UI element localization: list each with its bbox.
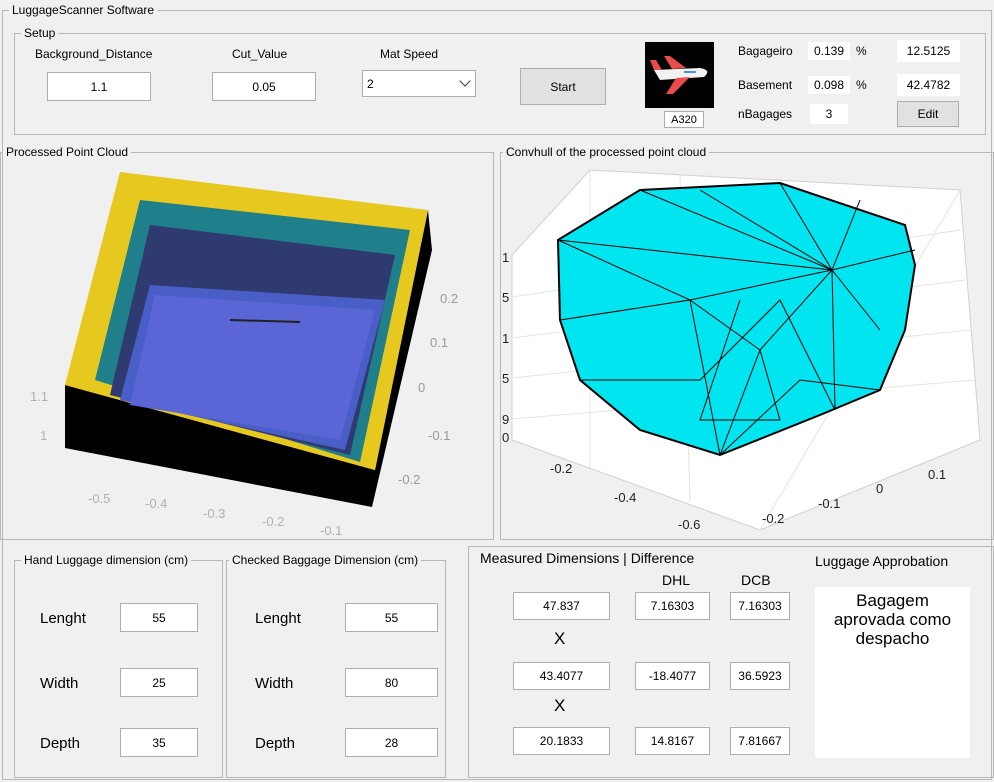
axis-tick-label: 0 — [876, 480, 884, 496]
hand-luggage-title: Hand Luggage dimension (cm) — [21, 553, 192, 567]
convex-hull-shape — [556, 181, 917, 457]
axis-tick-label: 1 — [40, 427, 48, 443]
checked-baggage-title: Checked Baggage Dimension (cm) — [229, 553, 422, 567]
dhl-difference: 7.16303 — [635, 592, 710, 620]
stat-label: Basement — [738, 78, 793, 92]
stat-value: 0.098 — [808, 76, 850, 94]
dhl-difference: -18.4077 — [635, 662, 710, 690]
dimension-input[interactable]: 35 — [120, 728, 198, 757]
plane — [650, 56, 708, 94]
axis-tick-label: 5 — [502, 370, 510, 386]
axis-tick-label: -0.3 — [203, 505, 226, 521]
axis-tick-label: -0.1 — [320, 522, 343, 538]
dimension-label: Lenght — [255, 609, 301, 627]
stat-value: 0.139 — [808, 42, 850, 60]
approbation-result: Bagagem aprovada como despacho — [815, 587, 970, 758]
stat-total: 12.5125 — [897, 40, 960, 62]
axis-tick-label: 0.1 — [928, 466, 947, 482]
dropdown-arrow[interactable] — [459, 75, 471, 87]
measured-title: Measured Dimensions | Difference — [480, 550, 695, 566]
column-header: DCB — [741, 572, 771, 588]
dimension-input[interactable]: 25 — [120, 668, 198, 697]
axis-tick-label: 0 — [418, 379, 426, 395]
dimension-label: Lenght — [40, 609, 86, 627]
main-frame: LuggageScanner Software — [2, 3, 992, 780]
hand-luggage-panel: Hand Luggage dimension (cm) — [14, 553, 223, 778]
text-input[interactable]: 1.1 — [47, 72, 151, 101]
field-label: Mat Speed — [380, 47, 439, 61]
axis-tick-label: -0.4 — [614, 489, 637, 505]
stat-unit: % — [856, 78, 867, 92]
measured-value: 43.4077 — [513, 662, 610, 690]
field-label: Cut_Value — [232, 47, 288, 61]
measured-value: 47.837 — [513, 592, 610, 620]
measured-value: 20.1833 — [513, 727, 610, 755]
axis-tick-label: 0 — [502, 429, 510, 445]
column-header: DHL — [662, 572, 691, 588]
checked-baggage-panel: Checked Baggage Dimension (cm) — [226, 553, 446, 778]
dimension-input[interactable]: 55 — [120, 603, 198, 632]
aircraft-label: A320 — [664, 111, 704, 128]
point-cloud-title: Processed Point Cloud — [3, 145, 132, 159]
axis-tick-label: -0.2 — [762, 510, 785, 526]
text-input[interactable]: 0.05 — [212, 72, 316, 101]
nbagages-label: nBagages — [738, 107, 793, 121]
axis-tick-label: -0.2 — [398, 471, 421, 487]
point-cloud-plot — [65, 172, 432, 507]
setup-title: Setup — [21, 26, 59, 40]
axis-tick-label: 1 — [502, 330, 510, 346]
dcb-difference: 7.16303 — [730, 592, 790, 620]
axis-tick-label: 9 — [502, 411, 510, 427]
dimension-input[interactable]: 28 — [345, 728, 438, 757]
stat-label: Bagageiro — [738, 44, 793, 58]
axis-tick-label: 0.2 — [440, 290, 459, 306]
axis-tick-label: 0.1 — [430, 334, 449, 350]
axis-tick-label: 1.1 — [30, 388, 49, 404]
axis-tick-label: -0.1 — [818, 495, 841, 511]
dimension-label: Depth — [255, 734, 296, 752]
setup-panel: Setup — [14, 26, 986, 135]
stat-unit: % — [856, 44, 867, 58]
dimension-label: Width — [255, 674, 294, 692]
axis-tick-label: -0.4 — [145, 495, 168, 511]
axis-tick-label: 1 — [502, 249, 510, 265]
field-label: Background_Distance — [35, 47, 153, 61]
dimension-label: Depth — [40, 734, 81, 752]
axis-tick-label: -0.5 — [88, 490, 111, 506]
point-cloud-panel: Processed Point Cloud — [0, 145, 494, 540]
window-title: LuggageScanner Software — [9, 3, 158, 17]
dropdown[interactable]: 2 — [362, 70, 476, 97]
separator: X — [554, 629, 566, 648]
dimension-input[interactable]: 80 — [345, 668, 438, 697]
approbation-title: Luggage Approbation — [815, 553, 949, 569]
stat-total: 42.4782 — [897, 74, 960, 96]
axis-tick-label: -0.2 — [550, 460, 573, 476]
start-button[interactable]: Start — [520, 68, 606, 105]
nbagages-value: 3 — [810, 104, 848, 124]
dcb-difference: 36.5923 — [730, 662, 790, 690]
dimension-label: Width — [40, 674, 79, 692]
dhl-difference: 14.8167 — [635, 727, 710, 755]
separator: X — [554, 696, 566, 715]
axis-tick-label: -0.1 — [428, 427, 451, 443]
axis-tick-label: -0.2 — [262, 513, 285, 529]
edit-button[interactable]: Edit — [897, 101, 959, 127]
dcb-difference: 7.81667 — [730, 727, 790, 755]
axis-tick-label: -0.6 — [678, 516, 701, 532]
convex-hull-title: Convhull of the processed point cloud — [503, 145, 710, 159]
dimension-input[interactable]: 55 — [345, 603, 438, 632]
axis-tick-label: 5 — [502, 289, 510, 305]
